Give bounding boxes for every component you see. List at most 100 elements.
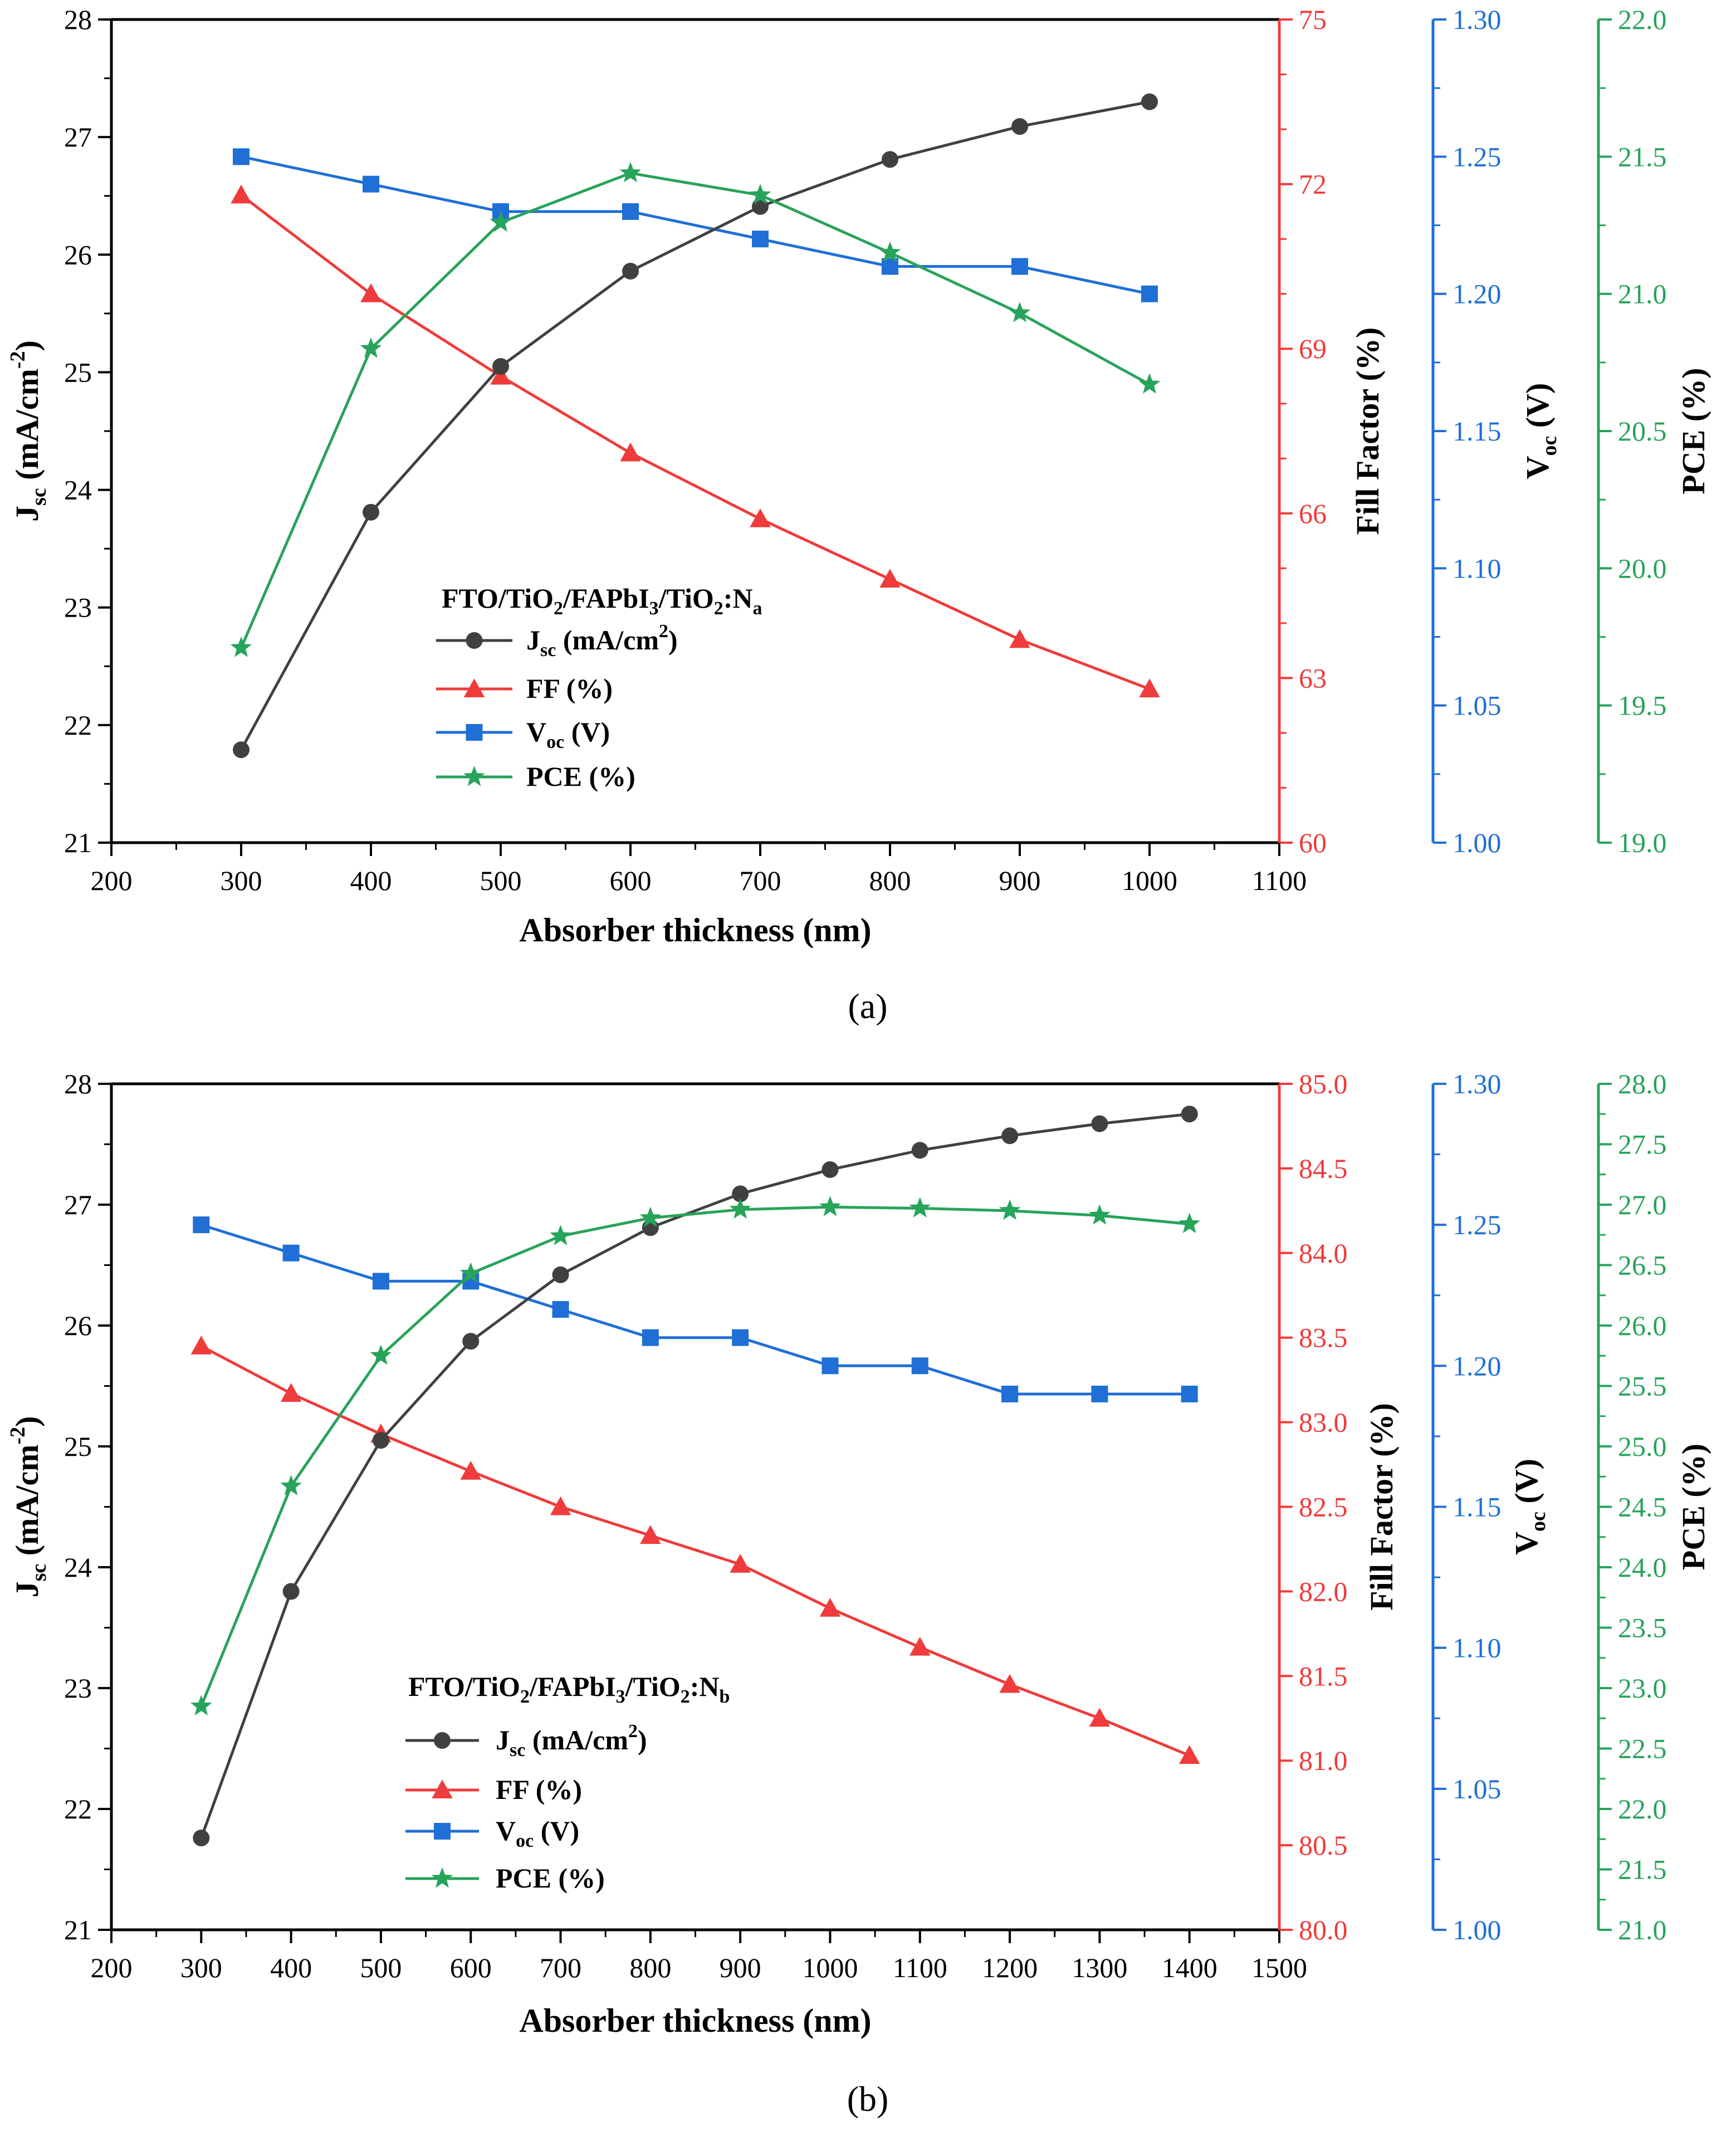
chart-panel-a: 200 300 400 500 600 700 800 900 1000 1100 Absorber…	[6, 4, 1711, 1026]
x-tick-label: 1300	[1072, 1952, 1127, 1983]
voc-line	[241, 155, 1150, 296]
ff-point	[231, 184, 252, 204]
ff-point	[620, 442, 641, 462]
voc-axis-tick-label: 1.25	[1453, 141, 1502, 172]
pce-point	[370, 1344, 392, 1365]
pce-axis-tick-label: 20.0	[1618, 552, 1667, 584]
jsc-axis-tick-label: 27	[64, 1189, 92, 1220]
x-tick-label: 200	[91, 1952, 133, 1983]
ff-point	[750, 508, 771, 527]
legend-label-voc: Voc (V)	[526, 716, 610, 752]
ff-axis-title: Fill Factor (%)	[1363, 1403, 1400, 1611]
x-tick-label: 600	[610, 865, 652, 896]
legend-marker-jsc	[466, 632, 483, 649]
voc-point	[193, 1216, 210, 1234]
voc-line	[201, 1223, 1190, 1396]
ff-axis-tick-label: 75	[1299, 4, 1327, 35]
voc-point	[233, 148, 250, 165]
pce-axis-tick-label: 22.0	[1618, 1793, 1667, 1825]
x-tick-label: 900	[720, 1952, 761, 1983]
voc-axis-tick-label: 1.25	[1453, 1209, 1502, 1240]
pce-axis-tick-label: 26.0	[1618, 1310, 1667, 1341]
ff-axis-tick-label: 83.5	[1299, 1322, 1348, 1353]
ff-point	[280, 1383, 302, 1402]
legend-label-ff: FF (%)	[496, 1774, 582, 1805]
jsc-series	[233, 93, 1158, 759]
ff-point	[360, 283, 382, 302]
ff-point	[190, 1336, 212, 1354]
ff-point	[819, 1598, 841, 1617]
jsc-axis-tick-label: 26	[64, 1310, 92, 1341]
pce-point	[729, 1198, 751, 1219]
pce-point	[1009, 301, 1031, 322]
pce-point	[1178, 1212, 1200, 1234]
x-tick-label: 300	[221, 865, 262, 896]
pce-point	[879, 241, 901, 262]
ff-series	[190, 1336, 1200, 1764]
jsc-axis-tick-label: 26	[64, 239, 92, 270]
jsc-axis-tick-label: 25	[64, 1431, 92, 1462]
jsc-axis-tick-label: 21	[64, 1914, 92, 1945]
pce-point	[360, 337, 382, 358]
x-tick-label: 1100	[893, 1952, 947, 1983]
voc-axis-tick-label: 1.05	[1453, 1773, 1502, 1805]
legend-label-pce: PCE (%)	[526, 761, 635, 792]
pce-axis-tick-label: 24.5	[1618, 1492, 1667, 1523]
ff-axis-tick-label: 80.5	[1299, 1830, 1348, 1861]
ff-series	[231, 184, 1160, 698]
pce-point	[460, 1262, 482, 1283]
x-tick-label: 500	[480, 865, 522, 896]
ff-point	[1009, 629, 1030, 648]
jsc-point	[552, 1266, 569, 1283]
jsc-point	[492, 358, 509, 375]
x-tick-label: 900	[999, 865, 1041, 896]
jsc-point	[1181, 1106, 1198, 1123]
pce-axis-tick-label: 26.5	[1618, 1250, 1667, 1281]
jsc-axis-tick-label: 24	[64, 475, 92, 506]
ff-axis-tick-label: 66	[1299, 498, 1327, 529]
ff-axis-tick-label: 82.5	[1299, 1492, 1348, 1523]
voc-series	[233, 148, 1158, 302]
pce-point	[550, 1225, 571, 1245]
jsc-point	[622, 262, 639, 280]
ff-point	[490, 365, 511, 385]
voc-point	[911, 1357, 928, 1375]
pce-axis-tick-label: 28.0	[1618, 1068, 1667, 1099]
pce-axis-tick-label: 21.0	[1618, 278, 1667, 310]
pce-series	[190, 1196, 1200, 1715]
jsc-point	[1001, 1127, 1019, 1145]
legend-item-jsc: Jsc (mA/cm2)	[405, 1721, 647, 1761]
x-tick-label: 500	[360, 1952, 402, 1983]
jsc-point	[363, 503, 379, 521]
pce-point	[190, 1695, 212, 1715]
jsc-point	[1091, 1115, 1108, 1132]
jsc-axis-tick-label: 22	[64, 710, 92, 741]
jsc-line	[199, 1112, 1190, 1838]
pce-axis-tick-label: 19.5	[1618, 690, 1667, 721]
legend-item-jsc: Jsc (mA/cm2)	[436, 621, 678, 661]
x-axis-label: Absorber thickness (nm)	[519, 912, 871, 948]
ff-axis-tick-label: 81.0	[1299, 1745, 1348, 1776]
legend-marker-voc	[466, 724, 483, 741]
pce-point	[999, 1199, 1021, 1220]
voc-point	[752, 231, 769, 248]
voc-point	[732, 1329, 749, 1346]
pce-axis-tick-label: 23.5	[1618, 1612, 1667, 1644]
x-tick-label: 1200	[982, 1952, 1038, 1983]
panel-label: (b)	[847, 2079, 889, 2119]
x-tick-label: 600	[450, 1952, 492, 1983]
jsc-axis-tick-label: 23	[64, 1673, 92, 1704]
pce-series	[230, 162, 1161, 657]
pce-axis-tick-label: 27.0	[1618, 1189, 1667, 1220]
x-tick-label: 700	[740, 865, 781, 896]
ff-axis-tick-label: 63	[1299, 662, 1327, 693]
legend-item-ff: FF (%)	[436, 673, 613, 704]
jsc-axis-title: Jsc (mA/cm-2)	[6, 1416, 51, 1598]
legend-label-ff: FF (%)	[526, 673, 613, 704]
jsc-point	[752, 198, 769, 215]
pce-line	[239, 172, 1151, 649]
legend-title: FTO/TiO2/FAPbI3/TiO2:Na	[442, 583, 762, 619]
pce-axis-tick-label: 19.0	[1618, 827, 1667, 858]
x-tick-label: 400	[350, 865, 392, 896]
